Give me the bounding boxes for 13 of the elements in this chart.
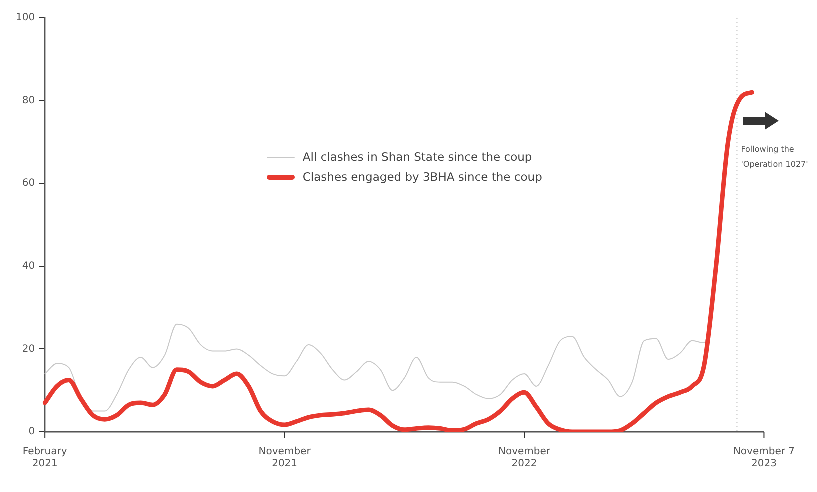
y-tick-label: 100 xyxy=(16,12,36,24)
y-tick-label: 60 xyxy=(22,178,36,190)
annotation: Following the 'Operation 1027' xyxy=(741,144,810,171)
y-tick-label: 40 xyxy=(22,260,36,272)
legend-label: Clashes engaged by 3BHA since the coup xyxy=(302,170,542,184)
y-tick-label: 20 xyxy=(22,344,36,355)
x-tick-label: February 2021 xyxy=(22,446,68,470)
x-tick-label: November 2022 xyxy=(498,446,552,470)
x-tick-label: November 7 2023 xyxy=(733,446,795,470)
y-tick-label: 0 xyxy=(28,426,36,438)
legend-label: All clashes in Shan State since the coup xyxy=(302,150,532,164)
x-tick-label: November 2021 xyxy=(258,446,312,470)
y-tick-label: 80 xyxy=(22,95,36,106)
